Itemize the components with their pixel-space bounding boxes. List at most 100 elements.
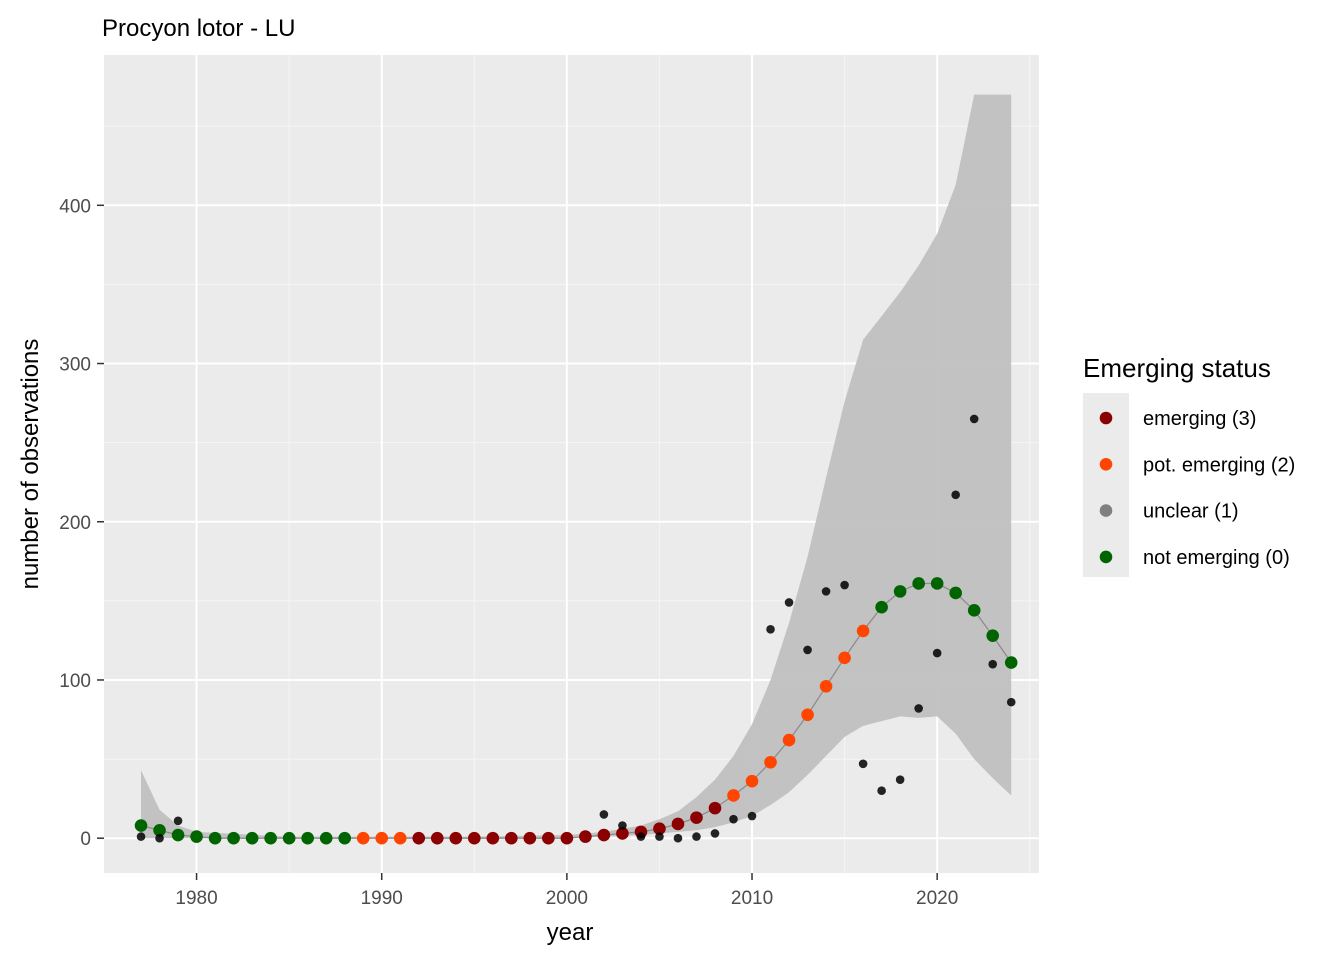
fitted-point xyxy=(393,831,407,845)
fitted-point xyxy=(449,831,463,845)
observed-point xyxy=(951,490,960,500)
observed-point xyxy=(136,832,146,841)
observed-point xyxy=(914,704,923,713)
observed-point xyxy=(636,832,646,841)
observed-point xyxy=(618,821,627,830)
y-tick-label: 0 xyxy=(80,829,91,850)
observed-point xyxy=(932,648,942,658)
legend: Emerging status emerging (3) pot. emergin… xyxy=(1083,353,1295,577)
fitted-point xyxy=(819,679,833,693)
fitted-point xyxy=(893,585,907,598)
observed-point xyxy=(655,832,664,841)
fitted-point xyxy=(412,831,426,845)
axes: 1980 1990 2000 2010 2020 0 100 200 300 400 xyxy=(59,196,958,909)
x-tick-label: 2010 xyxy=(731,888,773,909)
observed-point xyxy=(840,580,849,590)
legend-label: unclear (1) xyxy=(1143,501,1239,523)
observed-point xyxy=(173,816,183,826)
legend-label: not emerging (0) xyxy=(1143,547,1290,569)
x-tick-label: 1980 xyxy=(175,888,217,909)
x-axis-title: year xyxy=(547,919,594,946)
observed-point xyxy=(877,786,886,796)
fitted-point xyxy=(282,831,296,845)
fitted-point xyxy=(671,817,685,831)
fitted-point xyxy=(190,830,203,843)
observed-point xyxy=(1006,697,1016,707)
fitted-point xyxy=(986,629,1000,642)
fitted-point xyxy=(430,831,444,845)
fitted-point xyxy=(505,831,518,845)
chart-title: Procyon lotor - LU xyxy=(102,15,295,42)
fitted-point xyxy=(616,827,629,840)
fitted-point xyxy=(653,822,666,835)
observed-point xyxy=(858,759,868,769)
fitted-point xyxy=(856,624,870,638)
x-tick-label: 2000 xyxy=(546,888,588,909)
y-tick-label: 100 xyxy=(59,671,91,692)
fitted-point xyxy=(134,819,148,832)
fitted-point xyxy=(782,733,796,747)
fitted-point xyxy=(486,831,500,845)
confidence-band-area xyxy=(141,94,1012,839)
legend-label: pot. emerging (2) xyxy=(1143,454,1295,476)
fitted-point xyxy=(301,831,314,845)
observed-point xyxy=(692,832,701,841)
legend-title: Emerging status xyxy=(1083,353,1271,383)
confidence-band xyxy=(141,94,1012,839)
fitted-point xyxy=(245,831,259,845)
observed-points xyxy=(136,414,1016,843)
observed-point xyxy=(895,775,905,784)
fitted-point xyxy=(930,577,944,590)
fitted-point xyxy=(356,831,370,845)
fitted-point xyxy=(171,828,185,842)
fitted-point xyxy=(708,801,722,815)
fitted-point xyxy=(338,831,351,845)
fitted-point xyxy=(319,831,333,845)
fitted-point xyxy=(523,831,537,845)
fitted-point xyxy=(208,831,222,845)
legend-label: emerging (3) xyxy=(1143,408,1256,430)
x-tick-label: 2020 xyxy=(916,888,958,909)
fitted-point xyxy=(542,831,555,845)
fitted-point xyxy=(801,708,814,722)
observed-point xyxy=(766,625,775,634)
fitted-point xyxy=(597,828,611,842)
fitted-point xyxy=(727,789,740,802)
observed-point xyxy=(710,829,720,838)
x-tick-label: 1990 xyxy=(361,888,403,909)
fitted-point xyxy=(264,831,277,845)
legend-key xyxy=(1099,550,1113,564)
legend-key xyxy=(1099,504,1113,517)
fitted-point xyxy=(745,774,759,788)
observed-point xyxy=(784,598,794,607)
y-tick-label: 200 xyxy=(59,513,91,534)
fitted-point xyxy=(560,831,574,845)
observed-point xyxy=(673,833,683,843)
fitted-point xyxy=(875,600,888,614)
legend-key xyxy=(1099,411,1113,425)
observed-point xyxy=(988,659,998,669)
fitted-point xyxy=(764,755,777,769)
y-tick-label: 400 xyxy=(59,196,91,217)
fitted-point xyxy=(949,586,962,600)
fitted-point xyxy=(227,831,240,845)
y-tick-label: 300 xyxy=(59,355,91,376)
observed-point xyxy=(969,414,979,424)
observed-point xyxy=(821,587,831,596)
fitted-trend xyxy=(134,577,1018,845)
observed-point xyxy=(803,645,812,655)
legend-key xyxy=(1099,458,1113,471)
fitted-point xyxy=(375,831,389,845)
fitted-point xyxy=(912,577,925,590)
observed-point xyxy=(747,811,757,821)
fitted-point xyxy=(579,830,592,843)
fitted-point xyxy=(838,651,851,665)
fitted-point xyxy=(690,811,703,824)
observed-point xyxy=(155,833,164,843)
fitted-point xyxy=(153,823,166,837)
y-axis-title: number of observations xyxy=(17,339,44,590)
observed-point xyxy=(729,814,738,824)
fitted-point xyxy=(967,604,981,617)
fitted-point xyxy=(467,831,481,845)
